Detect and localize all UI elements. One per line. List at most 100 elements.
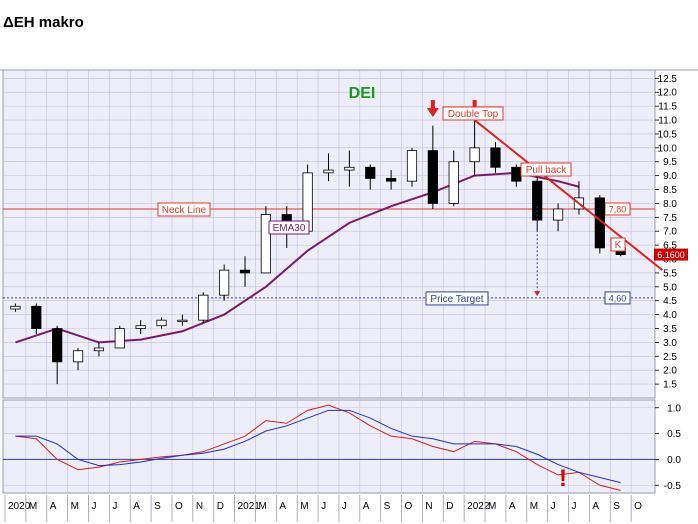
price-panel: 1.52.02.53.03.54.04.55.05.56.06.57.07.58… bbox=[0, 69, 698, 399]
y-tick-label: 1.5 bbox=[663, 380, 677, 391]
y-tick-label: 10.5 bbox=[658, 129, 678, 140]
y-tick-label: 9.0 bbox=[663, 171, 677, 182]
x-tick-label: O bbox=[634, 501, 642, 512]
candle bbox=[406, 150, 418, 182]
y-tick-label: 5.0 bbox=[663, 282, 677, 293]
candle bbox=[386, 178, 397, 182]
y-tick-label: 4.0 bbox=[663, 310, 677, 321]
candle bbox=[511, 166, 522, 182]
x-tick-label: O bbox=[405, 501, 413, 512]
candle bbox=[323, 169, 334, 174]
y-tick-label: 8.0 bbox=[663, 199, 677, 210]
x-tick-label: M bbox=[29, 501, 37, 512]
y-tick-label: 8.5 bbox=[663, 185, 677, 196]
x-tick-label: 2022 bbox=[467, 501, 490, 512]
x-tick-label: J bbox=[572, 501, 577, 512]
x-tick-label: M bbox=[258, 501, 266, 512]
last-price-badge bbox=[654, 248, 688, 261]
top-arrow bbox=[426, 100, 439, 117]
x-tick-label: A bbox=[133, 501, 140, 512]
x-tick-label: 2021 bbox=[238, 501, 261, 512]
x-tick-label: 2020 bbox=[8, 501, 31, 512]
neck-line-label: Neck Line bbox=[162, 205, 207, 216]
x-tick-label: J bbox=[551, 501, 556, 512]
candle bbox=[344, 166, 355, 171]
candle bbox=[219, 269, 230, 296]
y-tick-label: 4.5 bbox=[663, 296, 677, 307]
y-tick-label: 0.0 bbox=[667, 455, 681, 466]
oscillator-red-line bbox=[15, 404, 621, 491]
y-tick-label: 7.0 bbox=[663, 227, 677, 238]
candle bbox=[135, 325, 146, 329]
candle bbox=[177, 319, 188, 323]
x-tick-label: M bbox=[300, 501, 308, 512]
y-tick-label: 11.5 bbox=[658, 102, 677, 113]
page-title: ΔΕΗ makro bbox=[3, 14, 84, 31]
x-tick-label: A bbox=[592, 501, 599, 512]
x-tick-label: S bbox=[613, 501, 620, 512]
y-tick-label: 3.5 bbox=[663, 324, 677, 335]
y-tick-label: 7.5 bbox=[663, 213, 677, 224]
trend-line bbox=[473, 119, 664, 271]
y-tick-label: 2.5 bbox=[663, 352, 677, 363]
candle bbox=[239, 269, 251, 274]
level-value-box bbox=[604, 202, 631, 216]
ticker-label: DEI bbox=[349, 85, 376, 102]
pull-back-label-box bbox=[520, 162, 572, 177]
candle bbox=[10, 305, 21, 310]
level-value-box bbox=[604, 291, 631, 305]
double-top-label-box bbox=[442, 106, 504, 121]
x-tick-label: A bbox=[50, 501, 57, 512]
target-arrow-head bbox=[534, 291, 541, 297]
k-label: K bbox=[615, 240, 622, 251]
x-tick-label: S bbox=[154, 501, 161, 512]
x-tick-label: J bbox=[321, 501, 326, 512]
ema30-label-box bbox=[268, 220, 310, 235]
candle bbox=[72, 350, 84, 363]
y-tick-label: 12.5 bbox=[658, 74, 678, 85]
oscillator-plot-area bbox=[2, 399, 656, 494]
x-tick-label: A bbox=[509, 501, 516, 512]
x-tick-label: O bbox=[175, 501, 183, 512]
candle bbox=[469, 147, 480, 163]
x-tick-label: A bbox=[363, 501, 370, 512]
x-tick-label: M bbox=[71, 501, 79, 512]
candle bbox=[198, 294, 209, 321]
ema30-line bbox=[15, 171, 580, 344]
candle bbox=[427, 150, 438, 204]
oscillator-exclamation: ! bbox=[559, 465, 567, 492]
y-tick-label: 2.0 bbox=[663, 366, 677, 377]
price-target-label-box bbox=[425, 291, 489, 306]
x-tick-label: S bbox=[384, 501, 391, 512]
double-top-label: Double Top bbox=[448, 109, 499, 120]
ema30-label: EMA30 bbox=[273, 223, 306, 234]
x-tick-label: N bbox=[425, 501, 432, 512]
y-tick-label: 6.5 bbox=[663, 241, 677, 252]
neck-line-label-box bbox=[157, 202, 211, 217]
oscillator-blue-line bbox=[15, 409, 621, 484]
y-tick-label: 11.0 bbox=[658, 116, 677, 127]
x-tick-label: D bbox=[446, 501, 453, 512]
last-price-label: 6.1600 bbox=[657, 250, 685, 260]
candle bbox=[156, 319, 167, 327]
x-tick-label: J bbox=[91, 501, 96, 512]
x-tick-label: J bbox=[342, 501, 347, 512]
pull-back-label: Pull back bbox=[526, 165, 568, 176]
price-plot-area bbox=[2, 69, 656, 399]
candle bbox=[448, 161, 459, 204]
level-value-label: 4,60 bbox=[609, 293, 627, 303]
y-tick-label: 12.0 bbox=[658, 88, 678, 99]
candle bbox=[552, 208, 564, 221]
x-tick-label: A bbox=[279, 501, 286, 512]
level-value-label: 7,80 bbox=[609, 204, 627, 214]
y-tick-label: 10.0 bbox=[658, 143, 678, 154]
y-tick-label: 3.0 bbox=[663, 338, 677, 349]
candle bbox=[260, 214, 271, 274]
y-tick-label: -0.5 bbox=[664, 481, 682, 492]
candle bbox=[365, 166, 376, 179]
y-tick-label: 1.0 bbox=[667, 403, 681, 414]
candle bbox=[490, 147, 501, 168]
x-tick-label: M bbox=[488, 501, 496, 512]
